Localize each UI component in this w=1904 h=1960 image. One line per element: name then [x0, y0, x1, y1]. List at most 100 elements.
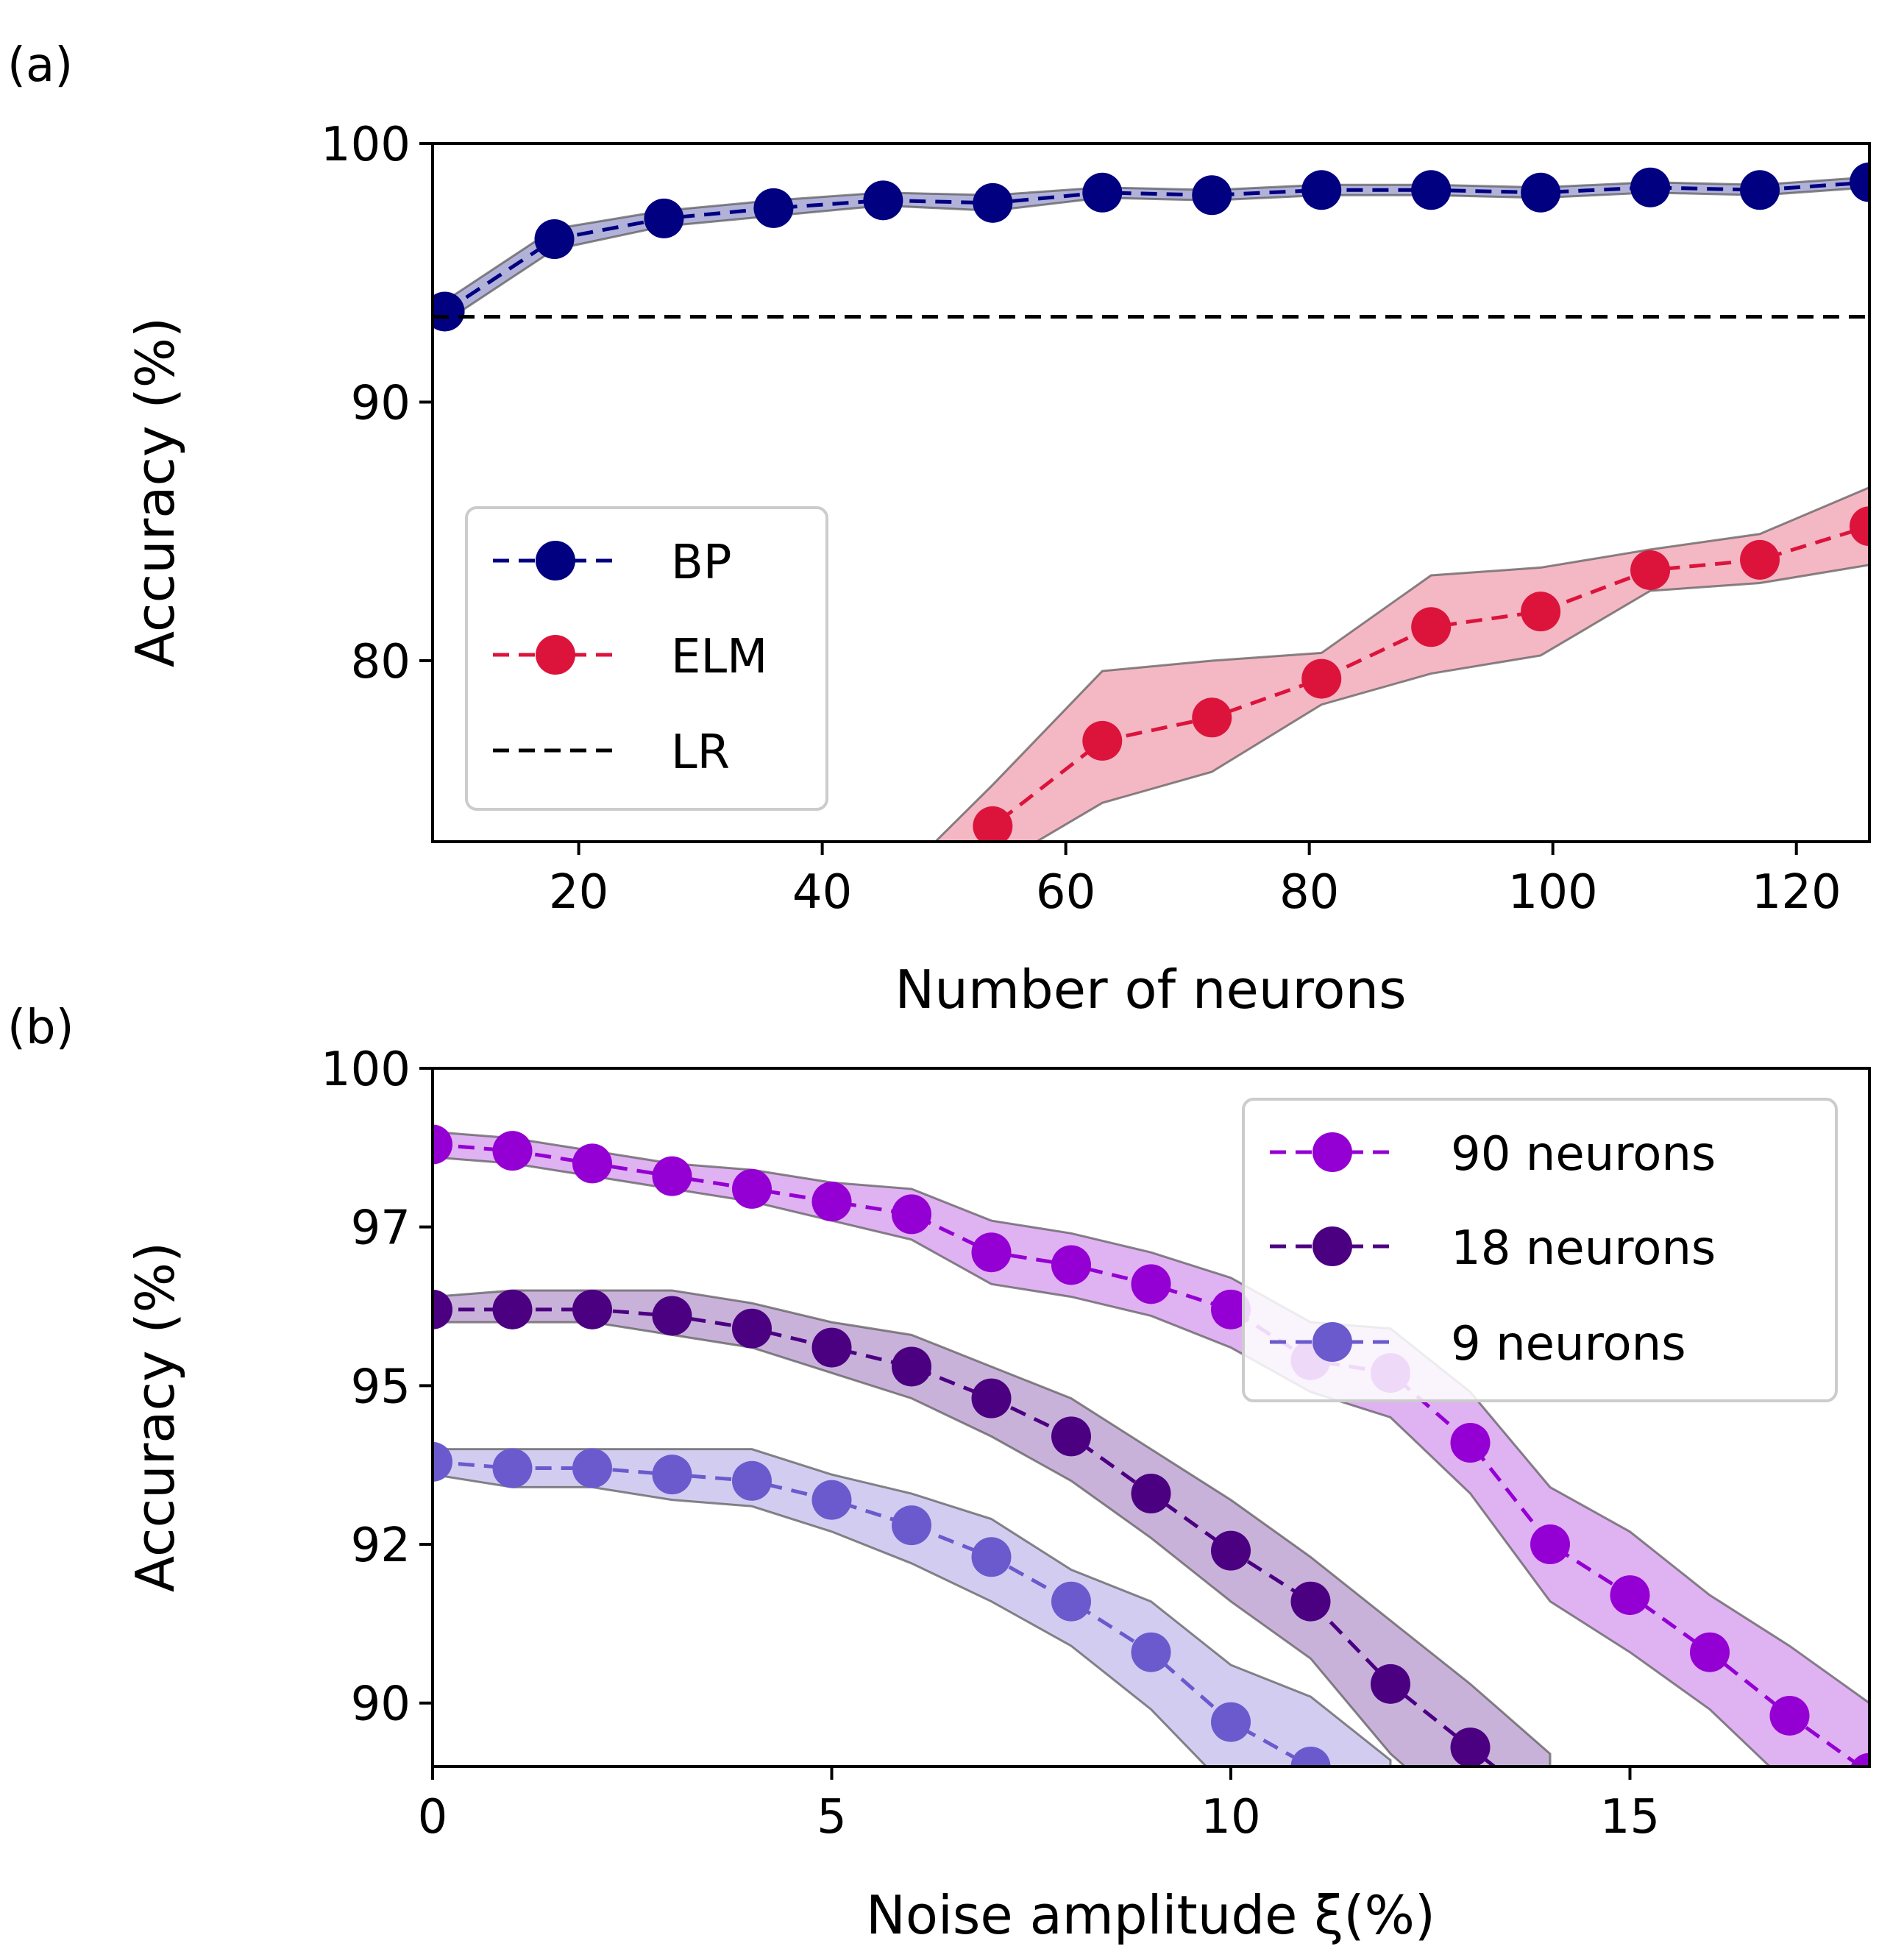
panel-a-elm-point: [1192, 697, 1232, 738]
legend-entry-lr: LR: [493, 725, 730, 780]
panel-b-18-neurons-point: [1530, 1791, 1570, 1831]
panel-a-axes-frame: [431, 142, 1871, 843]
legend-elm-label: ELM: [671, 630, 767, 684]
legend-entry-18-neurons: 18 neurons: [1270, 1221, 1716, 1276]
panel-b-9-neurons-point: [433, 1441, 452, 1482]
panel-a-ytick-label: 80: [351, 635, 411, 689]
panel-a-bp-point: [863, 180, 903, 221]
legend-elm-marker: [536, 635, 575, 675]
panel-a-bp-point: [1301, 170, 1342, 210]
panel-b-90-neurons-point: [971, 1232, 1012, 1273]
panel-a-bp-band: [444, 176, 1869, 324]
legend-90-label: 90 neurons: [1451, 1127, 1716, 1182]
panel-b-axes-frame: [431, 1067, 1871, 1768]
legend-9-marker: [1312, 1322, 1352, 1362]
panel-a-bp-point: [1630, 167, 1671, 207]
panel-b-90-neurons-point: [1690, 1632, 1730, 1672]
panel-b-9-neurons-point: [1290, 1747, 1331, 1767]
panel-a-bp-point: [433, 291, 465, 332]
panel-b-9-neurons-point: [971, 1537, 1012, 1577]
panel-a-bp-point: [1082, 172, 1123, 213]
panel-a-bp-point: [644, 198, 684, 238]
panel-b-90-neurons-point: [1131, 1264, 1171, 1304]
panel-a-legend-frame: [465, 506, 828, 811]
panel-b-18-neurons-point: [572, 1289, 612, 1329]
panel-b-9-neurons-point: [1211, 1702, 1251, 1742]
panel-a-xtick-label: 60: [1036, 865, 1095, 920]
panel-b-xtick-label: 15: [1600, 1790, 1660, 1844]
panel-b-9-neurons-point: [1051, 1581, 1091, 1622]
panel-b-18-neurons-point: [811, 1327, 852, 1368]
panel-b-18-neurons-point: [971, 1378, 1012, 1418]
panel-b-90-neurons-point: [1850, 1753, 1869, 1767]
panel-a-bp-point: [1521, 172, 1561, 213]
panel-a-bp-point: [973, 182, 1013, 223]
panel-b-9-neurons-point: [732, 1460, 772, 1501]
panel-a-elm-point: [1850, 506, 1869, 547]
panel-a-xtick-label: 40: [792, 865, 852, 920]
legend-entry-9-neurons: 9 neurons: [1270, 1317, 1686, 1371]
panel-b-ticks: 0 5 10 15 90 92 95 97 100: [321, 1043, 1660, 1844]
panel-b-18-neurons-point: [1211, 1530, 1251, 1571]
panel-a-xlabel: Number of neurons: [895, 959, 1406, 1020]
panel-b: (b) 0 5 10 15 90 92 95 97 100 Noise amplitude ξ(…: [7, 1001, 1871, 1946]
panel-b-xtick-label: 10: [1201, 1790, 1260, 1844]
panel-a: (a) 20 40 60 80 100 120 80 90 100 Number of neur…: [7, 38, 1871, 1020]
panel-a-ytick-label: 100: [321, 118, 411, 172]
panel-b-90-neurons-point: [433, 1124, 452, 1165]
panel-b-18-neurons-point: [492, 1289, 533, 1329]
legend-entry-90-neurons: 90 neurons: [1270, 1127, 1716, 1182]
panel-b-9-neurons-point: [652, 1455, 692, 1495]
panel-a-elm-band: [934, 486, 1869, 842]
panel-b-18-neurons-point: [652, 1296, 692, 1336]
panel-b-90-neurons-point: [732, 1168, 772, 1209]
legend-18-label: 18 neurons: [1451, 1221, 1716, 1276]
panel-a-bp-point: [534, 219, 575, 260]
panel-b-legend: 90 neurons 18 neurons 9 neurons: [1242, 1098, 1838, 1402]
panel-b-90-neurons-point: [1450, 1423, 1491, 1463]
legend-bp-marker: [536, 541, 575, 580]
panel-a-elm-point: [1521, 592, 1561, 632]
panel-b-legend-frame: [1242, 1098, 1838, 1402]
panel-a-xtick-label: 100: [1508, 865, 1598, 920]
panel-b-ytick-label: 100: [321, 1043, 411, 1097]
panel-b-90-neurons-point: [652, 1156, 692, 1196]
panel-a-ticks: 20 40 60 80 100 120 80 90 100: [321, 118, 1841, 920]
panel-a-bp-point: [1192, 175, 1232, 216]
legend-lr-label: LR: [671, 725, 730, 780]
legend-9-label: 9 neurons: [1451, 1317, 1686, 1371]
panel-a-elm-point: [1411, 607, 1452, 647]
panel-b-ytick-label: 97: [351, 1201, 411, 1256]
panel-b-ytick-label: 90: [351, 1677, 411, 1732]
panel-a-label: (a): [7, 38, 73, 93]
panel-b-90-neurons-point: [1051, 1245, 1091, 1285]
panel-b-90-neurons-point: [892, 1194, 931, 1235]
panel-a-ytick-label: 90: [351, 376, 411, 430]
panel-a-elm-point: [1082, 720, 1123, 761]
panel-b-9-neurons-point: [811, 1480, 852, 1520]
legend-entry-elm: ELM: [493, 630, 767, 684]
panel-a-series-lines: [433, 162, 1869, 842]
panel-b-18-neurons-point: [892, 1346, 931, 1387]
panel-b-9-neurons-point: [1371, 1797, 1410, 1837]
panel-b-18-neurons-point: [1051, 1416, 1091, 1457]
panel-a-xtick-label: 120: [1752, 865, 1841, 920]
panel-b-18-neurons-point: [1450, 1728, 1491, 1767]
legend-18-marker: [1312, 1226, 1352, 1266]
panel-b-xtick-label: 0: [418, 1790, 448, 1844]
panel-b-9-neurons-point: [892, 1505, 931, 1546]
panel-b-label: (b): [7, 1001, 74, 1055]
panel-b-ytick-label: 95: [351, 1360, 411, 1414]
panel-b-90-neurons-point: [1530, 1524, 1570, 1565]
panel-b-9-neurons-band: [433, 1448, 1392, 1767]
panel-a-legend: BP ELM LR: [465, 506, 828, 811]
panel-b-18-neurons-point: [1371, 1663, 1410, 1704]
panel-b-ylabel: Accuracy (%): [124, 1242, 186, 1592]
panel-a-elm-point: [1630, 550, 1671, 590]
panel-b-90-neurons-point: [1769, 1695, 1810, 1736]
panel-b-xlabel: Noise amplitude ξ(%): [866, 1884, 1435, 1946]
panel-b-9-neurons-point: [1131, 1632, 1171, 1672]
panel-b-xtick-label: 5: [817, 1790, 847, 1844]
panel-b-18-neurons-point: [732, 1308, 772, 1349]
